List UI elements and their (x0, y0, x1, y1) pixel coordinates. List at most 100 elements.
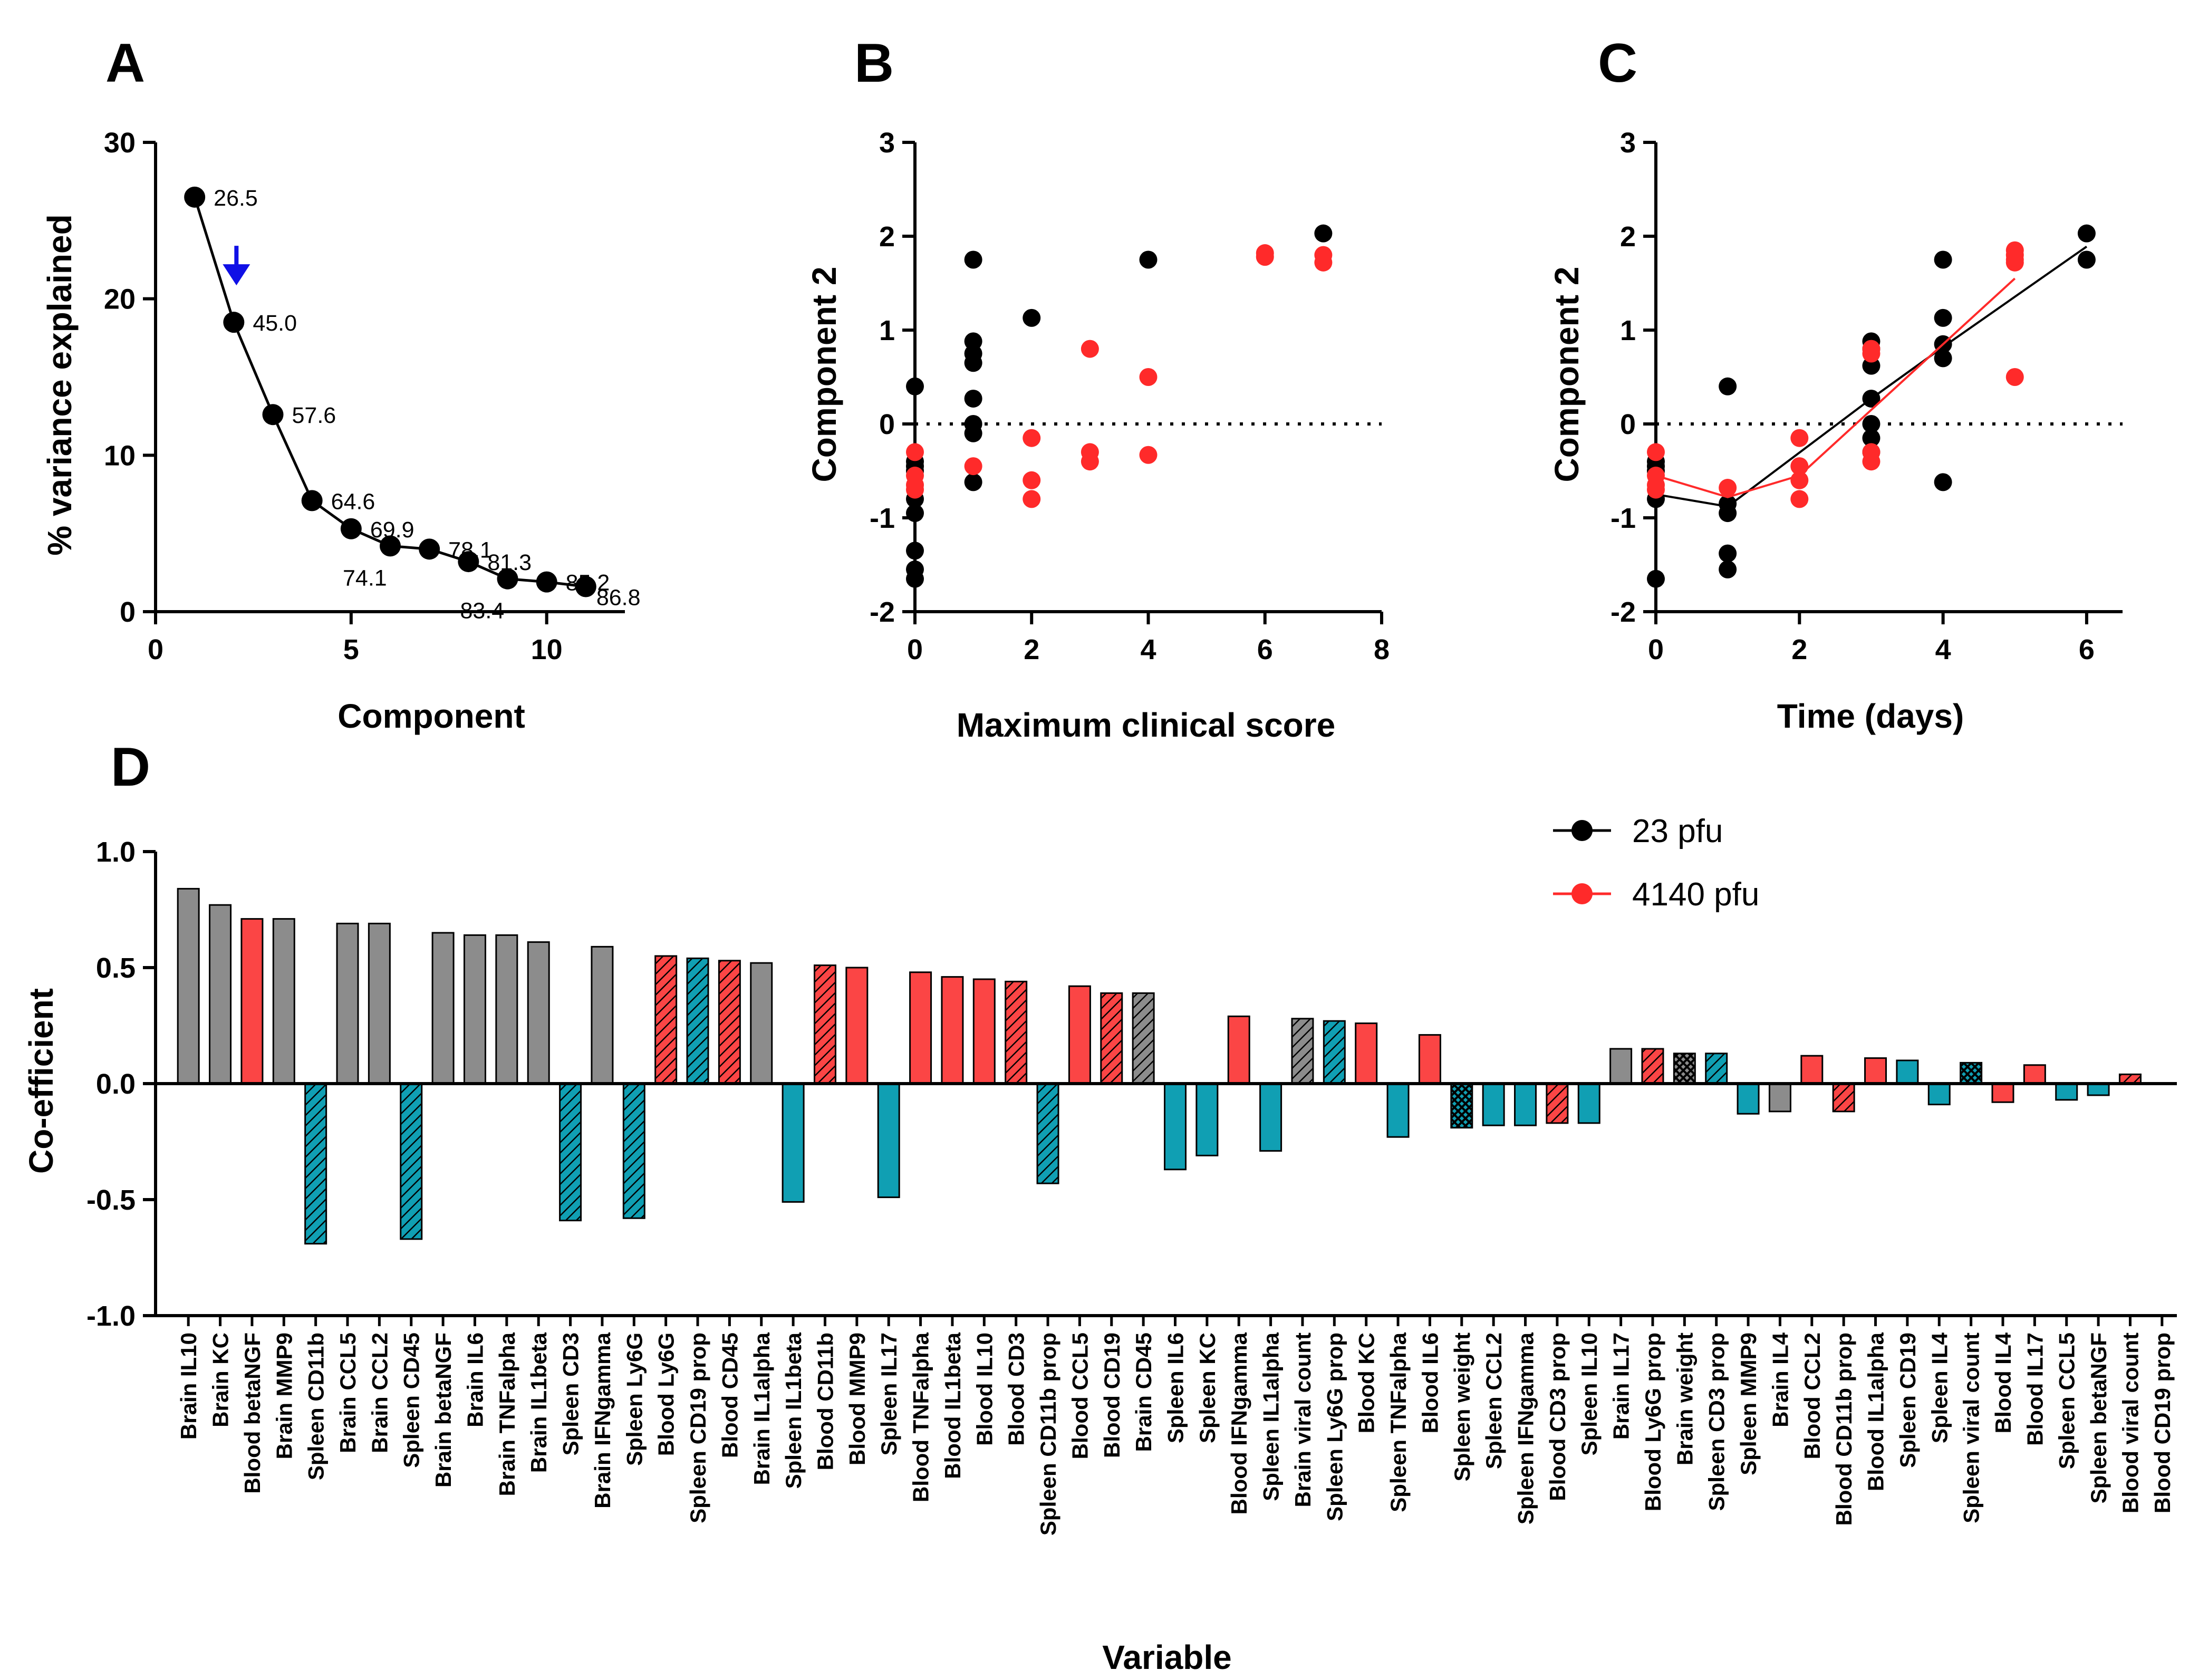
panel-b-point (1256, 248, 1274, 266)
panel-b-xlabel: Maximum clinical score (957, 706, 1336, 744)
panel-a-point-label: 83.4 (460, 598, 505, 624)
panel-d-bar-label: Blood IFNgamma (1227, 1332, 1251, 1514)
panel-d-bar-label: Spleen CD11b (304, 1333, 329, 1480)
panel-b-point (906, 480, 924, 499)
panel-b-point (906, 504, 924, 523)
panel-c-point (1719, 377, 1737, 395)
panel-b-y-tick-label: 0 (879, 409, 895, 440)
panel-a-x-tick-label: 10 (531, 634, 563, 665)
panel-d-bar-label: Brain MMP9 (272, 1333, 296, 1459)
panel-b-ylabel: Component 2 (805, 267, 843, 482)
legend-label-4140pfu: 4140 pfu (1632, 876, 1759, 913)
panel-d-bar-label: Spleen MMP9 (1736, 1333, 1761, 1475)
panel-b-y-tick-label: -2 (870, 596, 895, 628)
panel-d-bar (877, 1083, 900, 1199)
panel-d-bar (463, 934, 486, 1085)
panel-c-y-tick-label: -1 (1611, 503, 1636, 534)
legend: 23 pfu 4140 pfu (1553, 813, 1759, 913)
panel-c-point (1862, 344, 1881, 363)
panel-a-point (497, 568, 518, 590)
panel-d-bar-label: Blood CCL2 (1800, 1333, 1825, 1459)
panel-d-bar-label: Blood MMP9 (845, 1333, 870, 1465)
panel-d-bar-label: Blood CD3 prop (1545, 1333, 1570, 1501)
panel-c-point (1934, 473, 1952, 491)
panel-d-bar (1577, 1083, 1600, 1124)
panel-d-bar (1227, 1015, 1250, 1085)
panel-d-bar-label: Spleen CD3 (558, 1333, 583, 1455)
panel-d-bar (209, 904, 232, 1085)
panel-b-x-tick-label: 2 (1024, 634, 1039, 665)
panel-d-bar (1800, 1055, 1824, 1085)
panel-c-point (1790, 471, 1809, 489)
panel-a-point-label: 26.5 (214, 186, 258, 211)
panel-letter-b: B (854, 33, 894, 94)
panel-d-bar (1068, 985, 1091, 1085)
panel-d-bar-label: Blood KC (1354, 1333, 1379, 1433)
panel-d-bar (1705, 1053, 1728, 1085)
panel-d-bar-label: Brain KC (208, 1333, 233, 1427)
panel-d-y-tick-label: -1.0 (86, 1300, 136, 1332)
panel-b-point (906, 377, 924, 395)
panel-c-x-tick-label: 4 (1935, 634, 1951, 665)
legend-marker-23pfu (1571, 820, 1593, 841)
panel-d-bar (1673, 1053, 1696, 1085)
panel-a-scree-plot: Component % variance explained 0 5 10 0 10 20… (41, 127, 641, 735)
panel-b-point (1314, 253, 1333, 272)
panel-b-x-tick-label: 4 (1140, 634, 1156, 665)
panel-d-bar-label: Spleen weight (1450, 1333, 1474, 1481)
panel-d-bar (368, 922, 391, 1085)
panel-c-y-tick-label: 0 (1620, 409, 1636, 440)
panel-d-bar (2087, 1083, 2110, 1096)
panel-a-y-tick-label: 30 (104, 127, 136, 159)
panel-d-bar-label: Blood CD3 (1004, 1333, 1029, 1446)
panel-b-x-tick-label: 0 (907, 634, 923, 665)
panel-a-ylabel: % variance explained (41, 214, 79, 555)
panel-c-y-tick-label: -2 (1611, 596, 1636, 628)
panel-c-point (1647, 480, 1665, 499)
panel-c-point (1719, 504, 1737, 523)
panel-c-point (1790, 429, 1809, 447)
panel-d-bar (304, 1083, 327, 1245)
panel-c-point (1934, 349, 1952, 368)
panel-a-point (419, 538, 440, 560)
panel-d-bar-label: Blood viral count (2118, 1333, 2143, 1513)
legend-entry-23pfu: 23 pfu (1553, 813, 1723, 849)
panel-a-point (301, 490, 323, 511)
panel-d-bar (1418, 1034, 1441, 1085)
panel-d-bar (972, 978, 996, 1085)
panel-a-point (223, 312, 245, 333)
panel-c-point (2005, 253, 2024, 272)
panel-b-y-tick-label: 3 (879, 127, 895, 159)
panel-a-point (575, 576, 596, 597)
panel-c-point (1862, 389, 1881, 408)
panel-letter-a: A (105, 33, 145, 94)
panel-d-bar-label: Spleen TNFalpha (1386, 1332, 1411, 1512)
panel-d-bar (336, 922, 359, 1085)
panel-d-bar (909, 971, 932, 1085)
panel-c-y-tick-label: 2 (1620, 221, 1636, 253)
panel-d-bar-label: Blood CD45 (717, 1333, 742, 1458)
panel-b-point (1023, 490, 1041, 508)
panel-d-bar-label: Brain IFNgamma (590, 1332, 615, 1508)
panel-d-bar-label: Spleen IL1alpha (1259, 1332, 1284, 1501)
panel-a-point (262, 404, 284, 426)
panel-d-bar-label: Blood Ly6G (654, 1333, 679, 1456)
panel-d-bar (845, 967, 869, 1085)
panel-b-point (1314, 224, 1333, 243)
panel-d-bar (2055, 1083, 2078, 1101)
panel-b-y-tick-label: -1 (870, 503, 895, 534)
panel-c-y-tick-label: 3 (1620, 127, 1636, 159)
panel-d-bar (782, 1083, 805, 1203)
panel-b-point (964, 354, 982, 372)
panel-b-x-tick-label: 8 (1374, 634, 1390, 665)
panel-d-bar (1005, 980, 1028, 1085)
panel-d-bar (495, 934, 518, 1085)
panel-d-bar (750, 962, 773, 1085)
panel-d-bar-label: Spleen CD11b prop (1036, 1333, 1060, 1536)
panel-d-bar (177, 887, 200, 1085)
panel-d-bar-label: Blood IL17 (2022, 1333, 2047, 1446)
panel-d-bar (1195, 1083, 1219, 1156)
panel-d-bar-label: Spleen KC (1195, 1333, 1220, 1443)
panel-d-bar (2023, 1064, 2046, 1085)
panel-c-point (1790, 457, 1809, 476)
